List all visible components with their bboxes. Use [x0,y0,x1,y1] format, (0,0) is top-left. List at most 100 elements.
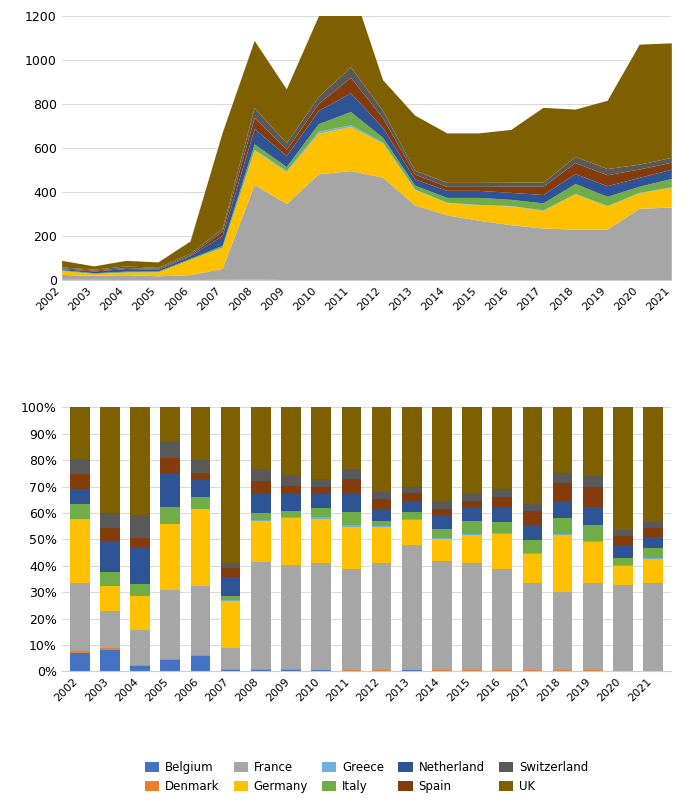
Bar [342,407,361,469]
Bar [462,563,482,671]
Bar [613,557,633,565]
Bar [523,540,543,553]
Bar [312,517,331,519]
Bar [160,590,180,659]
Bar [130,596,150,630]
Bar [160,506,180,523]
Bar [190,655,210,671]
Bar [372,527,391,563]
Bar [312,479,331,486]
Bar [282,407,301,476]
Bar [160,659,180,671]
Bar [523,504,543,511]
Bar [251,407,271,469]
Bar [643,549,663,558]
Bar [523,407,543,504]
Bar [462,493,482,501]
Bar [583,506,603,525]
Bar [282,510,301,517]
Bar [130,665,150,666]
Bar [402,502,421,512]
Bar [553,483,573,502]
Bar [130,407,150,515]
Bar [462,508,482,521]
Bar [342,527,361,569]
Bar [372,563,391,671]
Bar [190,509,210,586]
Bar [372,510,391,521]
Bar [190,654,210,655]
Bar [493,489,512,497]
Bar [70,504,90,519]
Bar [462,407,482,493]
Bar [160,442,180,458]
Bar [130,584,150,596]
Bar [100,572,120,587]
Bar [643,528,663,537]
Bar [432,516,451,529]
Bar [553,592,573,671]
Bar [613,565,633,585]
Bar [312,407,331,479]
Bar [402,519,421,544]
Bar [100,528,120,541]
Bar [493,508,512,522]
Bar [342,512,361,525]
Bar [221,596,240,600]
Bar [282,517,301,518]
Bar [70,653,90,671]
Bar [553,535,573,592]
Bar [100,541,120,572]
Bar [462,521,482,534]
Bar [493,569,512,671]
Bar [583,476,603,486]
Bar [251,481,271,494]
Bar [312,563,331,670]
Bar [553,518,573,534]
Bar [643,559,663,583]
Bar [221,648,240,669]
Bar [553,473,573,483]
Bar [70,474,90,489]
Bar [462,535,482,563]
Bar [643,522,663,528]
Bar [312,508,331,517]
Bar [402,407,421,487]
Bar [643,583,663,671]
Bar [221,407,240,562]
Bar [221,568,240,578]
Bar [100,587,120,612]
Bar [432,561,451,671]
Bar [613,546,633,557]
Bar [190,479,210,498]
Bar [342,569,361,671]
Bar [613,585,633,671]
Bar [583,486,603,506]
Bar [160,523,180,590]
Bar [221,578,240,596]
Bar [70,459,90,474]
Bar [282,565,301,669]
Bar [643,537,663,549]
Bar [130,538,150,549]
Bar [583,542,603,583]
Bar [553,502,573,518]
Bar [251,469,271,481]
Bar [190,498,210,509]
Bar [372,499,391,510]
Bar [342,479,361,494]
Bar [613,407,633,530]
Bar [70,583,90,650]
Bar [70,519,90,583]
Bar [402,493,421,502]
Bar [523,553,543,583]
Bar [523,526,543,540]
Bar [432,407,451,502]
Bar [70,650,90,653]
Bar [583,525,603,541]
Bar [160,407,180,442]
Bar [372,407,391,492]
Bar [100,407,120,514]
Bar [190,586,210,654]
Bar [312,519,331,563]
